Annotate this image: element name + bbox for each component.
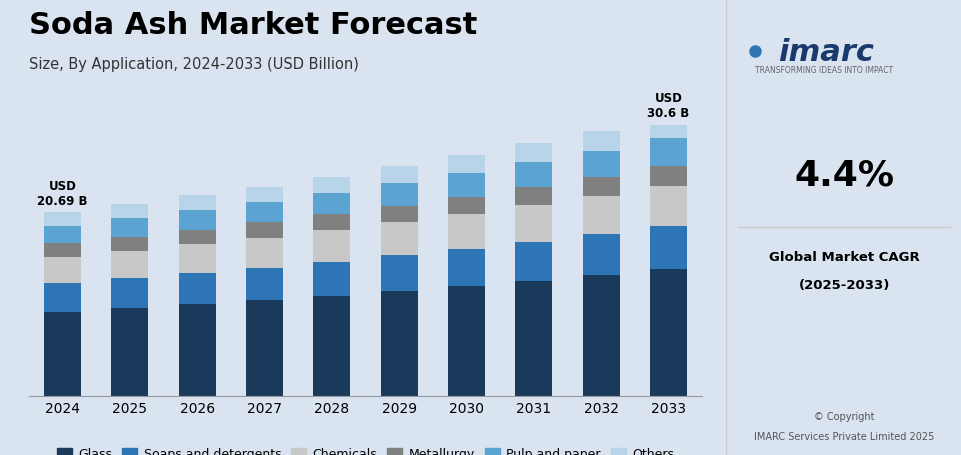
- Bar: [515, 144, 552, 162]
- Bar: [179, 196, 215, 211]
- Bar: [448, 156, 484, 173]
- Bar: [313, 262, 350, 296]
- Text: Global Market CAGR: Global Market CAGR: [768, 251, 919, 263]
- Bar: [44, 244, 81, 257]
- Text: (2025-2033): (2025-2033): [798, 278, 889, 291]
- Bar: [111, 308, 148, 396]
- Bar: [44, 213, 81, 226]
- Bar: [650, 227, 686, 269]
- Bar: [381, 206, 417, 223]
- Bar: [246, 202, 283, 223]
- Bar: [448, 197, 484, 215]
- Bar: [179, 273, 215, 304]
- Legend: Glass, Soaps and detergents, Chemicals, Metallurgy, Pulp and paper, Others: Glass, Soaps and detergents, Chemicals, …: [52, 442, 678, 455]
- Text: Size, By Application, 2024-2033 (USD Billion): Size, By Application, 2024-2033 (USD Bil…: [29, 57, 358, 72]
- Bar: [246, 300, 283, 396]
- Bar: [44, 312, 81, 396]
- Bar: [515, 206, 552, 242]
- Bar: [381, 291, 417, 396]
- Bar: [44, 257, 81, 283]
- Bar: [650, 187, 686, 227]
- Bar: [179, 211, 215, 230]
- Bar: [111, 205, 148, 219]
- Bar: [448, 215, 484, 249]
- Bar: [448, 173, 484, 197]
- Text: imarc: imarc: [777, 38, 874, 67]
- Bar: [246, 187, 283, 202]
- Bar: [246, 238, 283, 268]
- Text: Soda Ash Market Forecast: Soda Ash Market Forecast: [29, 11, 477, 40]
- Bar: [650, 125, 686, 139]
- Bar: [381, 167, 417, 184]
- Bar: [313, 193, 350, 215]
- Bar: [582, 152, 619, 178]
- Bar: [650, 269, 686, 396]
- Bar: [179, 245, 215, 273]
- Bar: [111, 279, 148, 308]
- Bar: [381, 256, 417, 291]
- Bar: [44, 283, 81, 312]
- Bar: [111, 219, 148, 237]
- Bar: [582, 276, 619, 396]
- Bar: [582, 132, 619, 152]
- Bar: [313, 215, 350, 231]
- Text: © Copyright: © Copyright: [813, 411, 874, 421]
- Bar: [582, 178, 619, 197]
- Bar: [313, 231, 350, 262]
- Text: USD
30.6 B: USD 30.6 B: [647, 92, 689, 120]
- Bar: [448, 249, 484, 286]
- Text: IMARC Services Private Limited 2025: IMARC Services Private Limited 2025: [753, 431, 933, 441]
- Bar: [650, 167, 686, 187]
- Bar: [44, 226, 81, 244]
- Bar: [515, 242, 552, 281]
- Bar: [246, 268, 283, 300]
- Bar: [111, 251, 148, 279]
- Bar: [381, 184, 417, 206]
- Bar: [111, 237, 148, 251]
- Bar: [515, 187, 552, 206]
- Bar: [179, 230, 215, 245]
- Text: 4.4%: 4.4%: [794, 158, 893, 192]
- Bar: [179, 304, 215, 396]
- Bar: [313, 296, 350, 396]
- Text: TRANSFORMING IDEAS INTO IMPACT: TRANSFORMING IDEAS INTO IMPACT: [753, 66, 892, 75]
- Bar: [582, 235, 619, 276]
- Bar: [381, 223, 417, 256]
- Bar: [515, 162, 552, 187]
- Bar: [313, 177, 350, 193]
- Bar: [650, 139, 686, 167]
- Bar: [582, 197, 619, 235]
- Bar: [246, 223, 283, 238]
- Bar: [515, 281, 552, 396]
- Text: USD
20.69 B: USD 20.69 B: [37, 180, 87, 207]
- Bar: [448, 286, 484, 396]
